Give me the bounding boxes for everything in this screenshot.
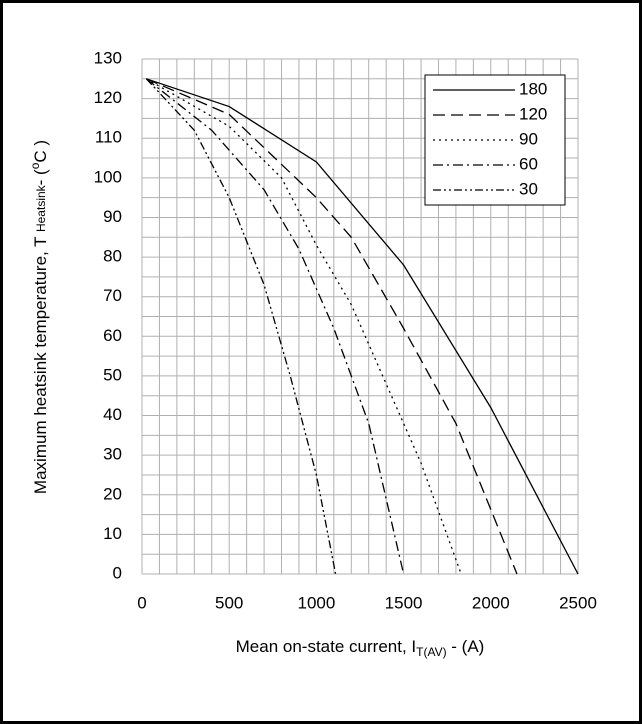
legend-label: 120 (519, 104, 547, 123)
y-tick-label: 90 (103, 207, 122, 226)
y-label-main: Maximum heatsink temperature, T (31, 232, 50, 494)
x-tick-label: 0 (137, 593, 146, 612)
y-axis-label: Maximum heatsink temperature, T Heatsink… (28, 140, 50, 494)
y-tick-label: 30 (103, 445, 122, 464)
y-tick-label: 100 (94, 167, 122, 186)
x-label-sub: T(AV) (416, 645, 446, 659)
series-line (146, 78, 579, 575)
x-tick-label: 1500 (385, 593, 423, 612)
x-axis-label: Mean on-state current, IT(AV) - (A) (236, 637, 485, 659)
y-tick-label: 130 (94, 48, 122, 67)
legend-label: 180 (519, 79, 547, 98)
x-label-main: Mean on-state current, I (236, 637, 416, 656)
y-label-sub: Heatsink (34, 184, 48, 232)
legend-label: 30 (519, 179, 538, 198)
y-tick-label: 60 (103, 326, 122, 345)
y-tick-label: 80 (103, 247, 122, 266)
series-line (145, 78, 405, 575)
y-label-end: - ( (31, 169, 50, 185)
y-tick-label: 110 (95, 128, 122, 147)
legend-label: 60 (519, 154, 538, 173)
y-tick-label: 50 (103, 365, 122, 384)
x-label-end: - (A) (447, 637, 485, 656)
x-tick-label: 1000 (297, 593, 335, 612)
y-tick-label: 40 (103, 405, 122, 424)
series-line (145, 78, 337, 575)
series-line (146, 78, 518, 575)
y-tick-label: 20 (103, 484, 122, 503)
x-tick-label: 2500 (559, 593, 597, 612)
y-label-tail: C ) (31, 140, 50, 163)
y-tick-label: 10 (103, 524, 122, 543)
x-tick-label: 500 (215, 593, 243, 612)
y-tick-label: 70 (103, 286, 122, 305)
y-label-sup: o (28, 162, 42, 169)
y-tick-label: 0 (113, 563, 122, 582)
y-tick-label: 120 (94, 88, 122, 107)
x-tick-label: 2000 (472, 593, 510, 612)
legend-label: 90 (519, 129, 538, 148)
